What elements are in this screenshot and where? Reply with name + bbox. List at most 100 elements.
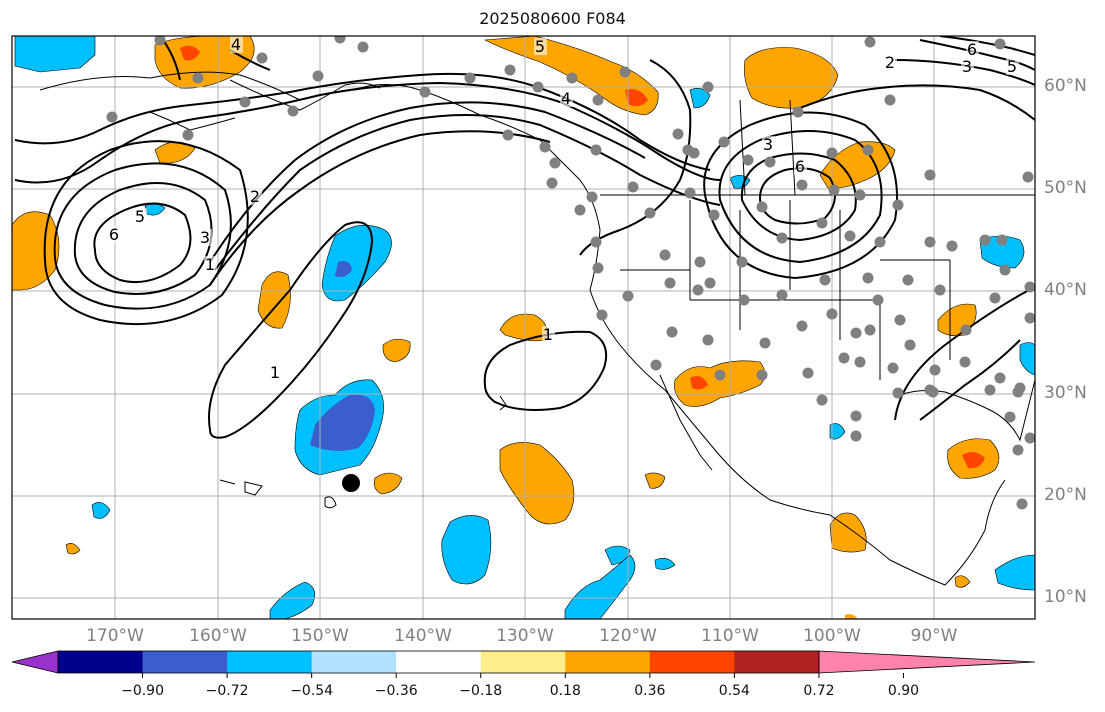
station-dot [566,72,578,84]
station-dot [672,128,684,140]
station-dot [850,430,862,442]
station-dot [464,72,476,84]
longitude-label: 100°W [803,626,861,646]
station-dot [776,232,788,244]
latitude-label: 60°N [1044,76,1087,96]
station-dot [692,284,704,296]
station-dot [287,105,299,117]
colorbar-tick-label: −0.18 [459,683,503,699]
station-dot [946,240,958,252]
station-dot [694,256,706,268]
station-dots [106,36,1035,510]
station-dot [419,86,431,98]
contour-label-bg [884,54,897,71]
station-dot [1012,444,1024,456]
station-dot [182,129,194,141]
colorbar [11,650,1036,678]
station-dot [844,230,856,242]
station-dot [996,234,1008,246]
contour-label: 5 [535,37,545,56]
longitude-label: 170°W [86,626,144,646]
contour-label: 1 [543,325,553,344]
station-dot [816,217,828,229]
contour-label: 6 [795,157,805,176]
colorbar-tick-label: −0.54 [290,683,334,699]
longitude-label: 120°W [599,626,657,646]
station-dot [1024,281,1035,293]
contour-label-bg [230,36,243,53]
map-title: 2025080600 F084 [479,9,626,28]
contour-label-bg [108,226,121,243]
contour-label-bg [966,41,979,58]
station-dot [532,81,544,93]
colorbar-segment [480,651,566,673]
station-dot [994,38,1006,50]
station-dot [854,356,866,368]
longitude-label: 110°W [701,626,759,646]
station-dot [756,369,768,381]
station-dot [864,324,876,336]
station-dot [759,337,771,349]
contour-label-bg [534,38,547,55]
station-dot [154,36,166,46]
station-dot [192,72,204,84]
contour-label: 2 [250,187,260,206]
station-dot [764,156,776,168]
anomaly-shading [12,36,1035,619]
longitude-label: 150°W [291,626,349,646]
contour-label-bg [199,229,212,246]
station-dot [592,94,604,106]
contour-label: 3 [763,135,773,154]
colorbar-tick-label: 0.18 [549,683,581,699]
contour-label-bg [961,58,974,75]
contour-label-bg [204,256,217,273]
colorbar-segment [311,651,397,673]
station-dot [838,352,850,364]
station-dot [999,264,1011,276]
station-dot [736,256,748,268]
colorbar-segment [142,651,228,673]
colorbar-segment [734,651,820,673]
station-dot [884,94,896,106]
station-dot [702,334,714,346]
station-dot [684,187,696,199]
station-dot [994,372,1006,384]
station-dot [708,209,720,221]
longitude-label: 130°W [496,626,554,646]
station-dot [756,201,768,213]
station-dot [666,326,678,338]
station-dot [596,309,608,321]
location-marker [342,474,360,492]
station-dot [984,384,996,396]
station-dot [704,277,716,289]
colorbar-extend-high [818,650,1036,674]
contour-label: 5 [135,207,145,226]
contour-label-bg [1006,58,1019,75]
contour-label: 4 [561,89,571,108]
station-dot [718,136,730,148]
contour-label-bg [249,188,262,205]
colorbar-tick-label: 0.72 [803,683,835,699]
station-dot [850,327,862,339]
colorbar-tick-label: −0.90 [121,683,164,699]
contour-label-bg [762,136,775,153]
station-dot [796,179,808,191]
station-dot [887,362,899,374]
station-dot [549,157,561,169]
station-dot [590,236,602,248]
station-dot [586,191,598,203]
contour-label-bg [269,364,282,381]
station-dot [334,36,346,44]
colorbar-segment [227,651,313,673]
map-frame [11,35,1036,620]
station-dot [894,314,906,326]
station-dot [644,207,656,219]
station-dot [574,204,586,216]
contour-label-bg [134,208,147,225]
station-dot [864,36,876,48]
station-dot [256,52,268,64]
station-dot [239,96,251,108]
station-dot [714,369,726,381]
station-dot [862,144,874,156]
station-dot [1024,312,1035,324]
